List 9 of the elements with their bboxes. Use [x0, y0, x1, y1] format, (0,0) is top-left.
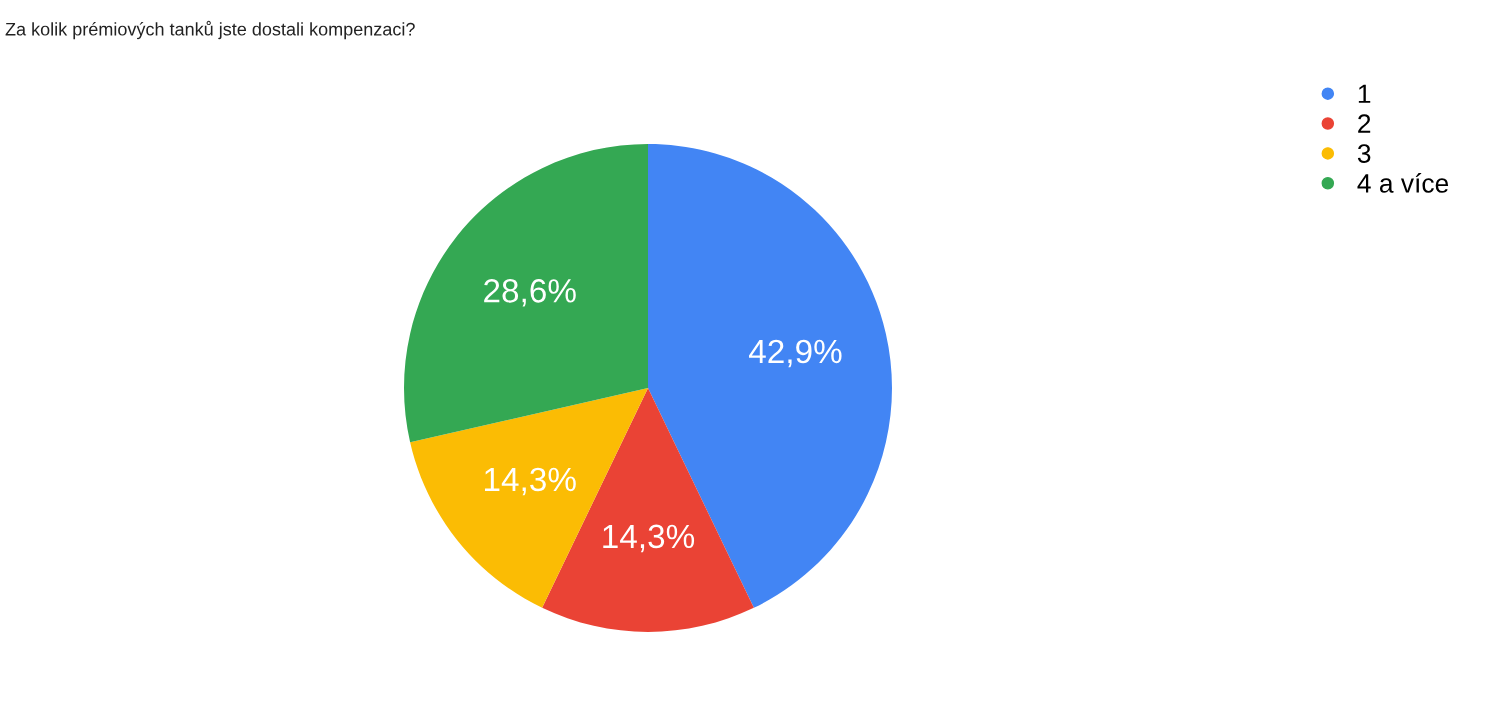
data-label: 28,6% — [484, 279, 576, 307]
text: Za kolik prémiových tanků jste dostali kompenzaci? — [5, 20, 415, 40]
data-label: 14,3% — [603, 524, 695, 553]
legend-label: 4 a více — [1357, 173, 1449, 193]
legend-label: 3 — [1357, 144, 1371, 163]
legend-label: 1 — [1358, 84, 1371, 103]
legend-label: 2 — [1358, 114, 1371, 133]
data-label: 42,9% — [749, 339, 842, 368]
data-label: 14,3% — [485, 467, 576, 496]
